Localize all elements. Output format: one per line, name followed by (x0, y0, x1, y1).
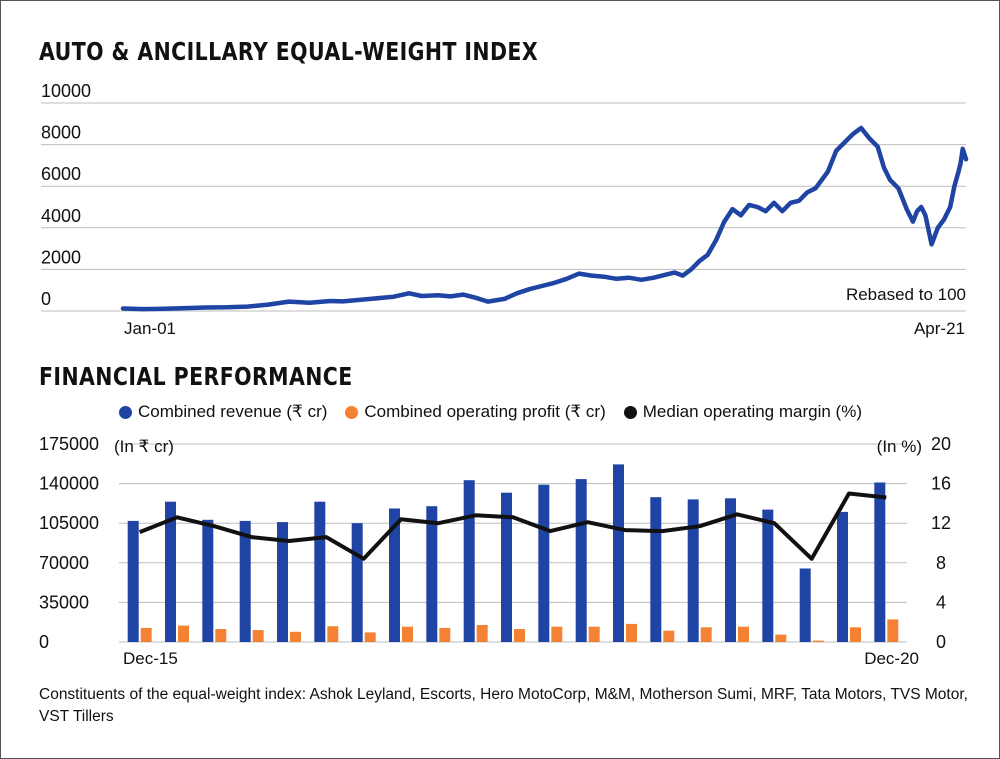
y-left-tick-label: 105000 (39, 513, 99, 533)
legend-profit: Combined operating profit (₹ cr) (345, 402, 606, 422)
y-tick-label: 10000 (41, 81, 91, 101)
legend-revenue: Combined revenue (₹ cr) (119, 402, 327, 422)
x-end-label: Dec-20 (864, 649, 919, 668)
index-line-chart: 10000 8000 6000 4000 2000 0 Rebased to 100 Ja… (41, 81, 969, 338)
profit-bar (850, 627, 861, 642)
revenue-bar (389, 508, 400, 642)
profit-bar (700, 627, 712, 642)
revenue-bar (762, 509, 774, 642)
revenue-bar (314, 501, 326, 642)
y-right-tick-label: 16 (931, 474, 951, 494)
profit-bar (626, 623, 637, 642)
revenue-bar (538, 484, 550, 642)
y-right-tick-label: 0 (936, 632, 946, 652)
revenue-bar (650, 497, 662, 642)
legend-profit-label: Combined operating profit (₹ cr) (364, 402, 606, 421)
revenue-bar (127, 520, 139, 642)
profit-bar (738, 626, 749, 642)
profit-bar (588, 626, 600, 642)
profit-bar (215, 629, 227, 642)
legend-profit-swatch (345, 405, 359, 419)
legend-margin-swatch (623, 405, 637, 419)
revenue-bar (202, 519, 214, 642)
profit-bar (439, 627, 451, 642)
y-tick-label: 4000 (41, 206, 81, 226)
rebased-annotation: Rebased to 100 (846, 285, 966, 304)
revenue-bar (613, 464, 624, 642)
revenue-bar (165, 501, 176, 642)
profit-bar (775, 634, 787, 642)
y-right-tick-label: 12 (931, 513, 951, 533)
revenue-bar (501, 492, 512, 642)
x-end-label: Apr-21 (914, 319, 965, 338)
profit-bar (551, 626, 563, 642)
legend-revenue-swatch (119, 405, 132, 419)
profit-bar (812, 640, 824, 642)
y-right-tick-label: 4 (936, 592, 946, 612)
legend-revenue-label: Combined revenue (₹ cr) (138, 402, 328, 421)
y-tick-label: 6000 (41, 164, 81, 184)
y-left-tick-label: 175000 (39, 434, 99, 454)
profit-bar (178, 625, 189, 642)
y-right-tick-label: 20 (931, 434, 951, 454)
y-tick-label: 8000 (41, 123, 81, 143)
index-chart-title: AUTO & ANCILLARY EQUAL-WEIGHT INDEX (39, 37, 539, 66)
left-axis-unit: (In ₹ cr) (114, 437, 174, 456)
profit-bar (327, 626, 339, 642)
y-left-tick-label: 35000 (39, 592, 89, 612)
revenue-bar (837, 511, 848, 642)
revenue-bar (687, 499, 699, 642)
financial-bar-chart: 175000 140000 105000 70000 35000 0 20 16 12 8 4 0 (… (39, 434, 951, 668)
profit-bar (514, 629, 525, 642)
revenue-bar (575, 479, 587, 642)
profit-bar (290, 631, 301, 642)
y-tick-label: 2000 (41, 247, 81, 267)
y-left-tick-label: 0 (39, 632, 49, 652)
revenue-bar (239, 520, 251, 642)
chart-legend: Combined revenue (₹ cr) Combined operati… (119, 400, 880, 424)
legend-margin: Median operating margin (%) (623, 402, 862, 422)
right-axis-unit: (In %) (877, 437, 922, 456)
y-right-tick-label: 8 (936, 553, 946, 573)
revenue-bar (725, 498, 736, 642)
x-start-label: Dec-15 (123, 649, 178, 668)
profit-bar (663, 630, 675, 642)
y-left-tick-label: 140000 (39, 474, 99, 494)
profit-bar (252, 630, 264, 642)
revenue-bar (277, 522, 288, 642)
margin-series-line (138, 491, 887, 561)
profit-bar (476, 625, 488, 642)
index-series-line (120, 125, 969, 312)
footnote: Constituents of the equal-weight index: … (39, 686, 968, 725)
y-left-tick-label: 70000 (39, 553, 89, 573)
revenue-bar (874, 482, 886, 642)
revenue-bar (426, 506, 438, 642)
revenue-bar (799, 568, 811, 642)
y-tick-label: 0 (41, 289, 51, 309)
profit-bar (140, 627, 152, 642)
legend-margin-label: Median operating margin (%) (642, 402, 862, 421)
profit-bar (887, 619, 899, 642)
x-start-label: Jan-01 (124, 319, 176, 338)
profit-bar (402, 626, 413, 642)
financial-chart-title: FINANCIAL PERFORMANCE (39, 362, 353, 391)
profit-bar (364, 632, 376, 642)
revenue-bar (463, 480, 475, 642)
revenue-bar (351, 523, 363, 642)
